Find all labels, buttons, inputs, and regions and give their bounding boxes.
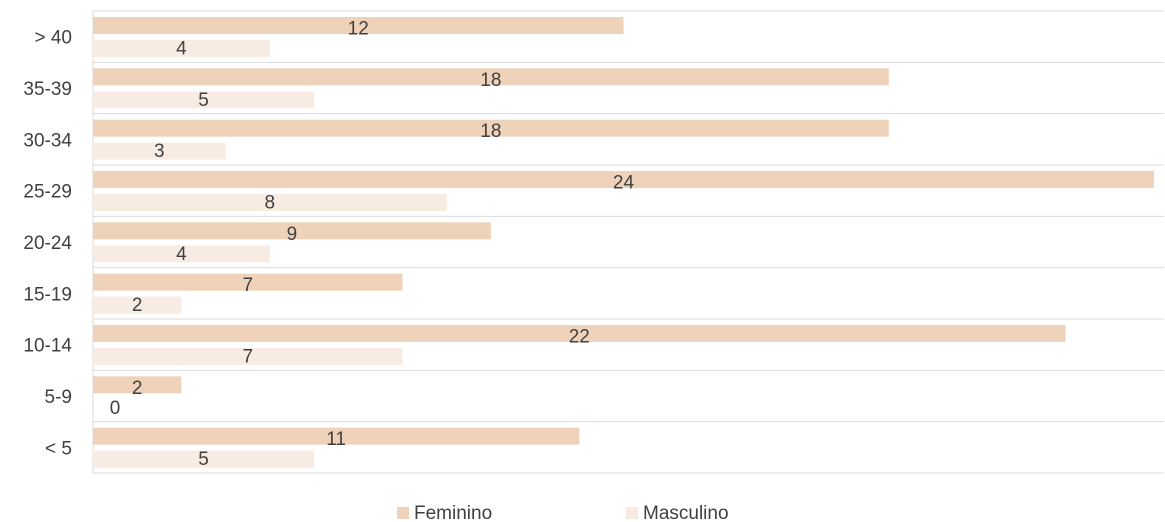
bar (93, 348, 403, 365)
bar (93, 222, 491, 240)
data-label: 18 (480, 121, 501, 142)
bar (93, 91, 315, 109)
bar (93, 376, 182, 394)
data-label: 4 (176, 39, 187, 60)
legend-swatch (397, 507, 409, 519)
data-label: 7 (242, 347, 253, 368)
bar (93, 40, 270, 57)
data-label: 5 (198, 90, 209, 111)
bar (93, 68, 889, 86)
y-tick-label: 20-24 (23, 233, 72, 254)
data-label: 9 (287, 224, 298, 245)
data-label: 11 (326, 429, 346, 450)
bar (93, 450, 315, 468)
bar (93, 17, 624, 34)
legend-label: Masculino (643, 503, 729, 522)
data-label: 5 (198, 449, 209, 470)
data-label: 18 (480, 70, 501, 91)
legend-label: Feminino (414, 503, 492, 522)
bar (93, 119, 889, 137)
y-tick-label: 35-39 (23, 79, 72, 100)
y-tick-label: 10-14 (23, 336, 72, 357)
y-tick-label: > 40 (34, 28, 72, 49)
y-tick-label: 30-34 (23, 130, 72, 151)
bar (93, 325, 1066, 342)
data-label: 8 (265, 193, 276, 214)
data-label: 2 (132, 295, 143, 316)
data-label: 4 (176, 244, 187, 265)
bar (93, 427, 580, 445)
bar (93, 194, 447, 211)
data-label: 7 (242, 275, 253, 296)
bar (93, 245, 270, 263)
bar (93, 296, 182, 314)
bar (93, 142, 226, 160)
data-label: 0 (110, 398, 121, 419)
y-tick-label: < 5 (45, 438, 72, 459)
data-label: 22 (569, 327, 590, 348)
data-label: 3 (154, 141, 165, 162)
legend-swatch (626, 507, 638, 519)
data-label: 2 (132, 378, 143, 399)
bar (93, 273, 403, 291)
data-label: 12 (348, 19, 369, 40)
y-tick-label: 25-29 (23, 182, 72, 203)
bar (93, 171, 1154, 188)
y-tick-label: 5-9 (45, 387, 72, 408)
data-label: 24 (613, 173, 635, 194)
y-tick-label: 15-19 (23, 284, 72, 305)
